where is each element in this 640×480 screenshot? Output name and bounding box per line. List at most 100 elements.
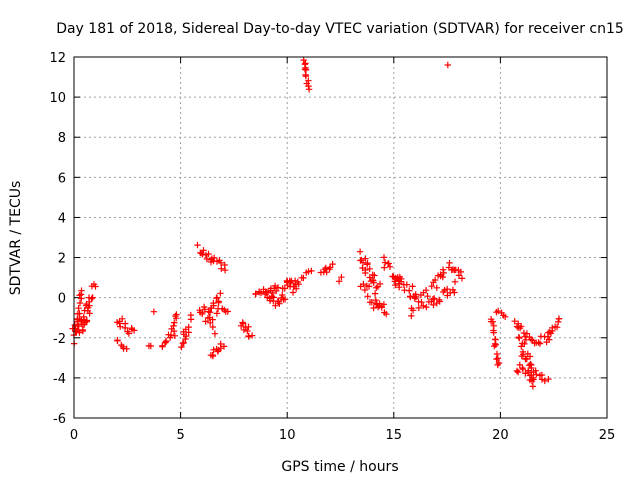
data-point	[528, 364, 535, 372]
data-point	[205, 250, 212, 258]
x-tick-label: 0	[70, 428, 78, 443]
x-tick-label: 5	[176, 428, 184, 443]
data-point	[123, 345, 130, 352]
data-point	[85, 304, 92, 311]
data-point	[364, 293, 371, 300]
data-point	[422, 287, 430, 294]
data-point	[178, 343, 185, 351]
data-point	[274, 284, 282, 291]
data-point	[516, 334, 523, 342]
data-point	[170, 322, 177, 330]
data-point	[371, 272, 378, 279]
y-tick-label: 0	[58, 292, 66, 307]
data-point	[244, 327, 251, 335]
data-point	[210, 302, 217, 309]
data-point	[440, 269, 447, 277]
data-point	[527, 360, 534, 368]
data-point	[217, 290, 224, 297]
data-point	[361, 286, 369, 294]
data-point	[368, 299, 375, 306]
y-tick-label: 2	[58, 252, 66, 267]
data-points	[69, 56, 563, 390]
data-point	[75, 323, 82, 330]
data-point	[121, 324, 129, 332]
data-point	[302, 73, 310, 80]
data-point	[439, 273, 446, 281]
data-point	[415, 304, 422, 312]
data-point	[386, 263, 394, 270]
data-point	[300, 56, 307, 64]
x-tick-label: 25	[599, 428, 616, 443]
data-point	[408, 312, 415, 320]
data-point	[389, 273, 396, 280]
data-point	[248, 332, 256, 339]
data-point	[364, 259, 371, 267]
data-point	[370, 277, 377, 284]
y-tick-label: -2	[53, 332, 66, 347]
data-point	[383, 310, 390, 318]
data-point	[423, 303, 430, 311]
data-point	[444, 285, 451, 293]
y-tick-label: -4	[53, 372, 66, 387]
data-point	[215, 299, 222, 306]
data-point	[217, 340, 224, 348]
data-point	[376, 280, 384, 288]
data-point	[553, 324, 561, 331]
data-point	[295, 281, 302, 288]
data-point	[495, 307, 502, 315]
data-point	[205, 308, 212, 315]
data-point	[218, 265, 225, 272]
data-point	[457, 268, 465, 276]
data-point	[519, 366, 527, 373]
data-point	[130, 327, 138, 334]
data-point	[535, 339, 542, 346]
data-point	[199, 310, 206, 318]
data-point	[182, 335, 189, 343]
data-point	[185, 329, 192, 336]
data-point	[200, 247, 207, 254]
data-point	[436, 298, 443, 305]
data-point	[289, 289, 297, 296]
data-point	[281, 296, 289, 303]
data-point	[211, 254, 218, 261]
data-point	[403, 281, 410, 288]
data-point	[511, 318, 518, 325]
data-point	[273, 287, 280, 295]
data-point	[492, 341, 499, 348]
plot-frame	[73, 56, 608, 419]
data-point	[381, 264, 388, 271]
data-point	[529, 383, 537, 390]
data-point	[424, 293, 431, 300]
data-point	[78, 287, 85, 294]
data-point	[514, 368, 522, 376]
data-point	[412, 293, 420, 301]
data-point	[301, 66, 309, 73]
data-point	[529, 374, 537, 382]
data-point	[150, 308, 158, 315]
data-point	[76, 310, 83, 317]
x-tick-label: 15	[386, 428, 403, 443]
data-point	[366, 265, 373, 272]
data-point	[490, 329, 497, 336]
data-point	[167, 334, 174, 341]
data-point	[194, 241, 201, 249]
data-point	[430, 301, 437, 309]
y-tick-label: 8	[58, 131, 66, 146]
data-point	[420, 302, 427, 310]
data-point	[239, 320, 247, 327]
data-point	[171, 332, 178, 339]
data-point	[538, 376, 546, 383]
data-point	[322, 264, 329, 272]
data-point	[409, 283, 416, 290]
data-point	[281, 285, 288, 292]
data-point	[370, 304, 377, 312]
data-point	[458, 275, 466, 282]
data-point	[491, 340, 499, 347]
data-point	[117, 323, 124, 330]
data-point	[221, 267, 229, 274]
data-point	[513, 367, 521, 375]
data-point	[555, 318, 562, 326]
data-point	[201, 306, 209, 313]
data-point	[213, 310, 221, 317]
